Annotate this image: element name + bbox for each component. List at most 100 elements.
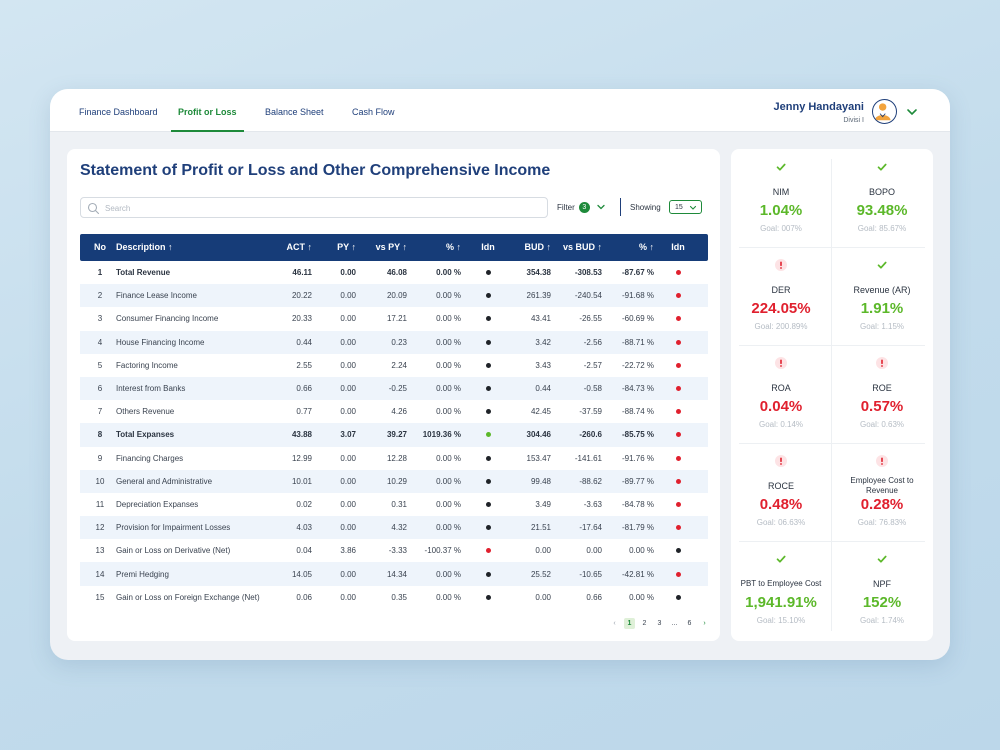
- avatar[interactable]: [872, 99, 897, 124]
- row-vs-bud-value: -2.57: [583, 360, 602, 370]
- table-row[interactable]: 4 House Financing Income 0.44 0.00 0.23 0.00 …: [80, 330, 708, 354]
- table-row[interactable]: 14 Premi Hedging 14.05 0.00 14.34 0.00 % 25.52…: [80, 562, 708, 586]
- user-role: Divisi I: [843, 117, 864, 124]
- prev-page-button[interactable]: ‹: [613, 620, 616, 627]
- row-vs-bud-value: -0.58: [583, 384, 602, 394]
- row-indicator-py: [478, 493, 498, 516]
- filter-button[interactable]: Filter 3: [557, 199, 606, 215]
- search-box[interactable]: [80, 197, 548, 218]
- kpi-card-pbt-to-employee-cost[interactable]: PBT to Employee Cost 1,941.91% Goal: 15.10…: [731, 541, 831, 639]
- tab-finance-dashboard[interactable]: Finance Dashboard: [79, 107, 158, 117]
- table-row[interactable]: 6 Interest from Banks 0.66 0.00 -0.25 0.00 % 0…: [80, 376, 708, 401]
- column-header-pct-py[interactable]: % ↑: [445, 242, 461, 252]
- kpi-card-employee-cost-to-revenue[interactable]: Employee Cost to Revenue 0.28% Goal: 76.83…: [832, 443, 932, 541]
- column-header-py[interactable]: PY ↑: [337, 242, 356, 252]
- row-vs-py-value: -0.25: [388, 384, 407, 394]
- rows-per-page-select[interactable]: 15: [669, 200, 702, 214]
- table-row[interactable]: 7 Others Revenue 0.77 0.00 4.26 0.00 % 42.45 -3…: [80, 400, 708, 423]
- kpi-card-nim[interactable]: NIM 1.04% Goal: 007%: [731, 149, 831, 247]
- row-pct-py-value: 0.00 %: [436, 291, 461, 301]
- kpi-card-bopo[interactable]: BOPO 93.48% Goal: 85.67%: [832, 149, 932, 247]
- row-pct-py-value: 0.00 %: [436, 499, 461, 509]
- next-page-button[interactable]: ›: [703, 620, 706, 627]
- column-header-description[interactable]: Description ↑: [116, 242, 173, 252]
- table-row[interactable]: 5 Factoring Income 2.55 0.00 2.24 0.00 % 3.43 -…: [80, 354, 708, 377]
- table-row[interactable]: 13 Gain or Loss on Derivative (Net) 0.04 3.…: [80, 539, 708, 562]
- row-number: 15: [95, 592, 105, 602]
- check-icon: [877, 261, 887, 269]
- row-vs-bud-value: -308.53: [574, 268, 602, 278]
- column-header-bud[interactable]: BUD ↑: [524, 242, 552, 252]
- statement-card: Statement of Profit or Loss and Other Co…: [67, 149, 720, 641]
- row-py-value: 0.00: [340, 360, 356, 370]
- kpi-value: 152%: [862, 594, 902, 611]
- row-pct-bud-value: 0.00 %: [629, 546, 654, 556]
- kpi-card-roce[interactable]: ROCE 0.48% Goal: 06.63%: [731, 443, 831, 541]
- row-number: 10: [95, 476, 105, 486]
- table-row[interactable]: 11 Depreciation Expanses 0.02 0.00 0.31 0.00 …: [80, 493, 708, 516]
- row-pct-py-value: 0.00 %: [436, 314, 461, 324]
- row-indicator-bud: [668, 400, 688, 423]
- search-input[interactable]: [105, 200, 535, 216]
- kpi-label: NIM: [772, 187, 790, 197]
- check-icon: [877, 555, 887, 563]
- chevron-down-icon[interactable]: [905, 105, 919, 119]
- row-indicator-py: [478, 562, 498, 585]
- tab-profit-or-loss[interactable]: Profit or Loss: [171, 89, 243, 132]
- kpi-value: 224.05%: [751, 300, 811, 317]
- table-row[interactable]: 1 Total Revenue 46.11 0.00 46.08 0.00 % 354.38…: [80, 261, 708, 284]
- row-indicator-bud: [668, 377, 688, 400]
- kpi-card-roe[interactable]: ROE 0.57% Goal: 0.63%: [832, 345, 932, 443]
- row-description: Factoring Income: [116, 360, 178, 370]
- chevron-down-icon: [597, 204, 605, 210]
- page-title: Statement of Profit or Loss and Other Co…: [80, 162, 551, 179]
- status-dot-icon: [485, 525, 491, 531]
- row-py-value: 0.00: [340, 499, 356, 509]
- status-dot-icon: [485, 501, 491, 507]
- page-button-2[interactable]: 2: [642, 620, 647, 627]
- column-header-act[interactable]: ACT ↑: [286, 242, 313, 252]
- kpi-card-roa[interactable]: ROA 0.04% Goal: 0.14%: [731, 345, 831, 443]
- table-row[interactable]: 15 Gain or Loss on Foreign Exchange (Net)…: [80, 586, 708, 609]
- table-row[interactable]: 9 Financing Charges 12.99 0.00 12.28 0.00 % 15…: [80, 447, 708, 470]
- row-py-value: 0.00: [340, 268, 356, 278]
- warning-icon: [775, 455, 787, 467]
- row-act-value: 0.02: [296, 499, 312, 509]
- kpi-card-der[interactable]: DER 224.05% Goal: 200.89%: [731, 247, 831, 345]
- table-row[interactable]: 3 Consumer Financing Income 20.33 0.00 17.21…: [80, 307, 708, 330]
- row-bud-value: 0.00: [535, 592, 551, 602]
- tab-cash-flow[interactable]: Cash Flow: [352, 107, 395, 117]
- table-row[interactable]: 12 Provision for Impairment Losses 4.03 0.0…: [80, 516, 708, 540]
- page-button-3[interactable]: 3: [657, 620, 662, 627]
- warning-icon: [775, 259, 787, 271]
- row-pct-py-value: 0.00 %: [436, 476, 461, 486]
- column-header-no[interactable]: No: [94, 242, 106, 252]
- row-indicator-bud: [668, 586, 688, 609]
- showing-label: Showing: [630, 203, 661, 212]
- row-description: Interest from Banks: [116, 384, 186, 394]
- row-number: 4: [97, 337, 103, 347]
- row-act-value: 10.01: [291, 476, 312, 486]
- column-header-vs-py[interactable]: vs PY ↑: [375, 242, 407, 252]
- table-row[interactable]: 8 Total Expanses 43.88 3.07 39.27 1019.36 % 30…: [80, 423, 708, 447]
- table-row[interactable]: 10 General and Administrative 10.01 0.00 10.…: [80, 469, 708, 493]
- page-button-6[interactable]: 6: [687, 620, 692, 627]
- column-header-vs-bud[interactable]: vs BUD ↑: [562, 242, 602, 252]
- tab-balance-sheet[interactable]: Balance Sheet: [265, 107, 324, 117]
- row-vs-py-value: 14.34: [386, 569, 407, 579]
- table-row[interactable]: 2 Finance Lease Income 20.22 0.00 20.09 0.00 …: [80, 284, 708, 308]
- row-act-value: 0.06: [296, 592, 312, 602]
- kpi-value: 1.04%: [759, 202, 803, 219]
- kpi-card-revenue-ar[interactable]: Revenue (AR) 1.91% Goal: 1.15%: [832, 247, 932, 345]
- kpi-divider: [739, 345, 925, 346]
- row-description: Total Revenue: [116, 268, 171, 278]
- rows-per-page-value: 15: [675, 203, 683, 211]
- kpi-card-npf[interactable]: NPF 152% Goal: 1.74%: [832, 541, 932, 639]
- page-button-1[interactable]: 1: [624, 618, 635, 629]
- row-act-value: 12.99: [291, 453, 312, 463]
- column-header-pct-bud[interactable]: % ↑: [638, 242, 654, 252]
- kpi-label: ROE: [872, 383, 892, 393]
- row-py-value: 0.00: [340, 523, 356, 533]
- row-description: General and Administrative: [116, 476, 213, 486]
- status-dot-icon: [675, 478, 681, 484]
